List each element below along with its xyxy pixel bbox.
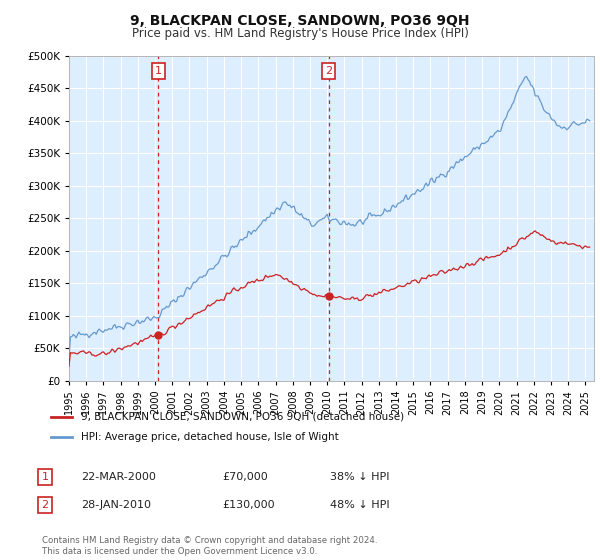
Text: 9, BLACKPAN CLOSE, SANDOWN, PO36 9QH: 9, BLACKPAN CLOSE, SANDOWN, PO36 9QH	[130, 14, 470, 28]
Text: Price paid vs. HM Land Registry's House Price Index (HPI): Price paid vs. HM Land Registry's House …	[131, 27, 469, 40]
Text: 48% ↓ HPI: 48% ↓ HPI	[330, 500, 389, 510]
Text: 1: 1	[155, 66, 162, 76]
Text: 9, BLACKPAN CLOSE, SANDOWN, PO36 9QH (detached house): 9, BLACKPAN CLOSE, SANDOWN, PO36 9QH (de…	[81, 412, 404, 422]
Bar	[158, 56, 329, 381]
Text: 2: 2	[41, 500, 49, 510]
Text: 38% ↓ HPI: 38% ↓ HPI	[330, 472, 389, 482]
Text: 28-JAN-2010: 28-JAN-2010	[81, 500, 151, 510]
Text: Contains HM Land Registry data © Crown copyright and database right 2024.
This d: Contains HM Land Registry data © Crown c…	[42, 536, 377, 556]
Text: 22-MAR-2000: 22-MAR-2000	[81, 472, 156, 482]
Text: 1: 1	[41, 472, 49, 482]
Text: £70,000: £70,000	[222, 472, 268, 482]
Text: HPI: Average price, detached house, Isle of Wight: HPI: Average price, detached house, Isle…	[81, 432, 338, 442]
Text: £130,000: £130,000	[222, 500, 275, 510]
Text: 2: 2	[325, 66, 332, 76]
